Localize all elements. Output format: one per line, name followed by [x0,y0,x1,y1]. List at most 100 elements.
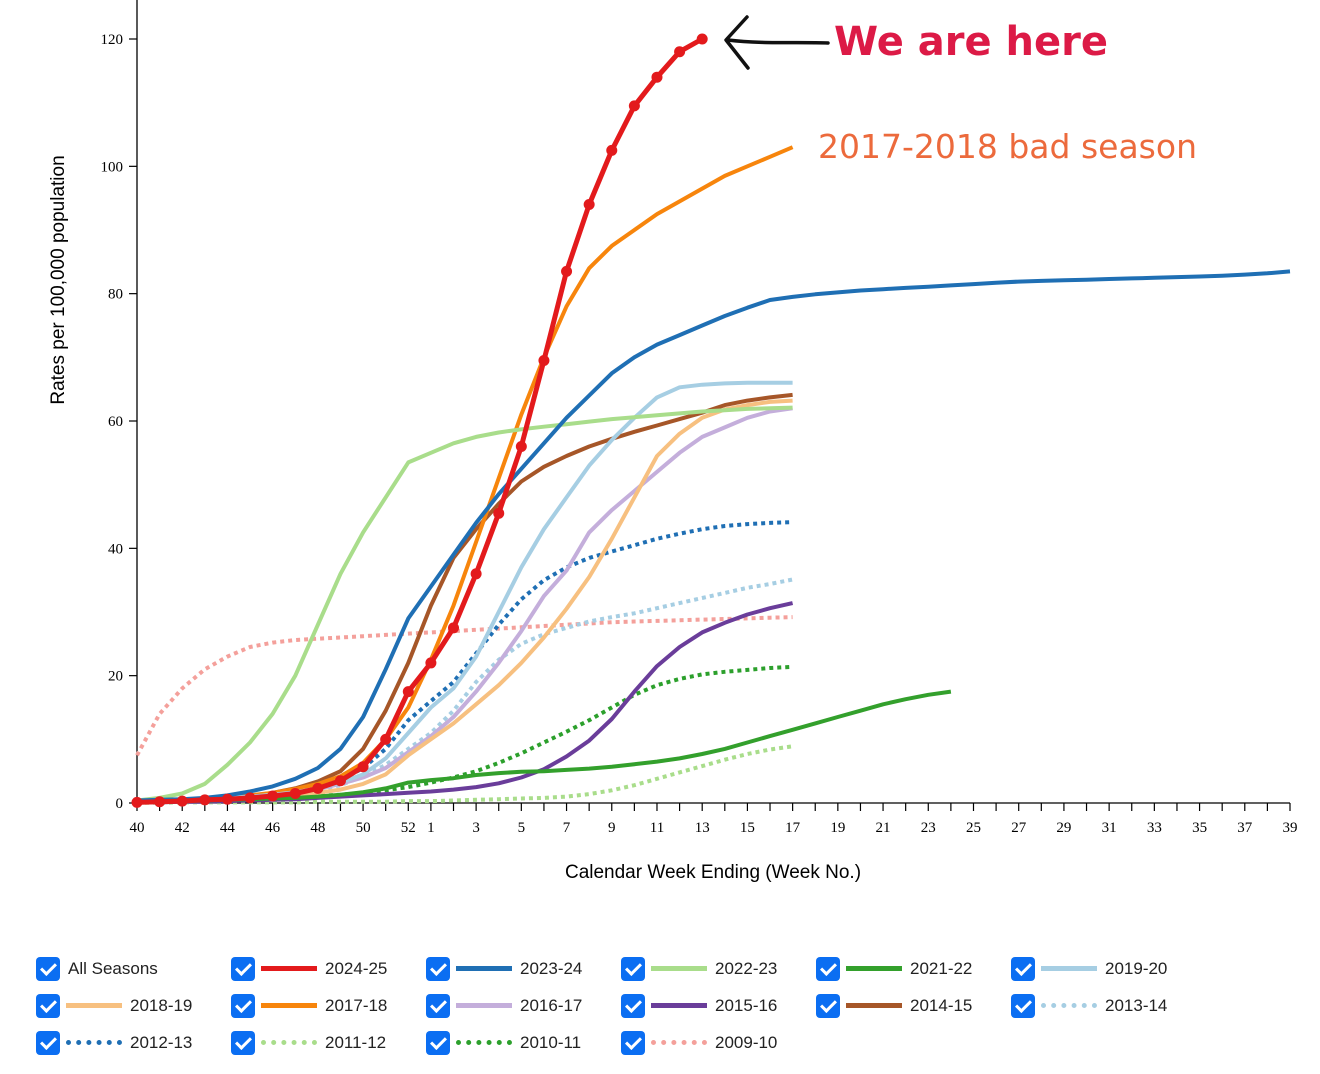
legend-item-2013-14[interactable]: 2013-14 [1011,993,1206,1018]
legend: All Seasons 2024-25 2023-24 2022-23 2021… [36,950,1296,1061]
y-tick-label: 120 [101,32,124,48]
swatch-2019-20 [1041,966,1097,971]
legend-label: 2015-16 [715,995,778,1015]
series-line-2009-10 [135,615,793,757]
legend-item-2017-18[interactable]: 2017-18 [231,993,426,1018]
data-point-2024-25 [493,507,505,519]
checkbox-2015-16[interactable] [621,993,645,1018]
legend-item-2019-20[interactable]: 2019-20 [1011,956,1206,981]
x-tick-label: 31 [1102,820,1117,836]
checkbox-2013-14[interactable] [1011,993,1035,1018]
legend-item-2014-15[interactable]: 2014-15 [816,993,1011,1018]
legend-row: 2018-19 2017-18 2016-17 2015-16 2014-15 … [36,987,1296,1024]
legend-row: All Seasons 2024-25 2023-24 2022-23 2021… [36,950,1296,987]
data-point-2024-25 [312,782,324,794]
legend-item-2024-25[interactable]: 2024-25 [231,956,426,981]
x-tick-label: 7 [563,820,571,836]
data-point-2024-25 [221,793,233,805]
data-point-2024-25 [448,622,460,634]
checkbox-2009-10[interactable] [621,1030,645,1055]
checkbox-2010-11[interactable] [426,1030,450,1055]
y-tick-label: 20 [108,669,123,685]
data-point-2024-25 [470,568,482,580]
x-tick-label: 3 [472,820,480,836]
checkbox-2014-15[interactable] [816,993,840,1018]
checkbox-2019-20[interactable] [1011,956,1035,981]
x-tick-label: 50 [356,820,371,836]
swatch-2012-13 [66,1040,122,1045]
we-are-here-arrow [724,15,830,70]
checkbox-2011-12[interactable] [231,1030,255,1055]
data-point-2024-25 [380,733,392,745]
swatch-2016-17 [456,1003,512,1008]
legend-item-2015-16[interactable]: 2015-16 [621,993,816,1018]
legend-label: 2021-22 [910,958,973,978]
data-point-2024-25 [515,440,527,452]
x-tick-label: 15 [740,820,755,836]
checkbox-all-seasons[interactable] [36,956,60,981]
checkbox-2023-24[interactable] [426,956,450,981]
data-point-2024-25 [289,787,301,799]
legend-label: 2017-18 [325,995,388,1015]
data-point-2024-25 [244,792,256,804]
legend-item-2023-24[interactable]: 2023-24 [426,956,621,981]
swatch-2014-15 [846,1003,902,1008]
checkbox-2022-23[interactable] [621,956,645,981]
x-tick-label: 40 [130,820,145,836]
legend-row: 2012-13 2011-12 2010-11 2009-10 [36,1024,1296,1061]
x-tick-label: 9 [608,820,616,836]
legend-label: 2024-25 [325,958,388,978]
data-point-2024-25 [402,686,414,698]
legend-label: 2013-14 [1105,995,1168,1015]
checkbox-2021-22[interactable] [816,956,840,981]
data-point-2024-25 [651,71,663,83]
legend-label: 2016-17 [520,995,583,1015]
swatch-2022-23 [651,966,707,971]
legend-item-2021-22[interactable]: 2021-22 [816,956,1011,981]
legend-item-2009-10[interactable]: 2009-10 [621,1030,816,1055]
x-ticks: 40 42 44 46 48 50 52 1 3 5 7 9 11 13 15 17 19 21 23 25 27 29 3… [130,803,1298,836]
data-point-2024-25 [199,794,211,806]
data-point-2024-25 [561,265,573,277]
checkbox-2017-18[interactable] [231,993,255,1018]
series-line-2019-20 [136,380,793,804]
legend-item-2012-13[interactable]: 2012-13 [36,1030,231,1055]
data-point-2024-25 [606,144,618,156]
x-tick-label: 21 [876,820,891,836]
swatch-2021-22 [846,966,902,971]
legend-item-2010-11[interactable]: 2010-11 [426,1030,621,1055]
x-tick-label: 48 [310,820,325,836]
x-tick-label: 42 [175,820,190,836]
data-point-2024-25 [696,33,708,45]
checkbox-2012-13[interactable] [36,1030,60,1055]
checkbox-2018-19[interactable] [36,993,60,1018]
legend-label: 2012-13 [130,1032,193,1052]
data-point-2024-25 [538,355,550,367]
legend-label: 2022-23 [715,958,778,978]
data-point-2024-25 [357,761,369,773]
series-line-2010-11 [136,664,793,804]
checkbox-2016-17[interactable] [426,993,450,1018]
legend-item-2022-23[interactable]: 2022-23 [621,956,816,981]
x-tick-label: 25 [966,820,981,836]
data-point-2024-25 [131,796,143,808]
legend-label: 2018-19 [130,995,193,1015]
x-tick-label: 11 [650,820,664,836]
swatch-2010-11 [456,1040,512,1045]
swatch-2023-24 [456,966,512,971]
y-ticks: 0 20 40 60 80 100 120 [101,32,137,812]
x-tick-label: 27 [1011,820,1027,836]
legend-item-2011-12[interactable]: 2011-12 [231,1030,426,1055]
x-axis-label: Calendar Week Ending (Week No.) [565,862,861,883]
x-tick-label: 13 [695,820,710,836]
legend-label: 2009-10 [715,1032,778,1052]
x-tick-label: 33 [1147,820,1162,836]
legend-label: 2023-24 [520,958,583,978]
swatch-2017-18 [261,1003,317,1008]
legend-item-2018-19[interactable]: 2018-19 [36,993,231,1018]
legend-item-2016-17[interactable]: 2016-17 [426,993,621,1018]
legend-label: 2011-12 [325,1032,387,1052]
legend-label: 2014-15 [910,995,973,1015]
checkbox-2024-25[interactable] [231,956,255,981]
legend-all-seasons[interactable]: All Seasons [36,956,231,981]
